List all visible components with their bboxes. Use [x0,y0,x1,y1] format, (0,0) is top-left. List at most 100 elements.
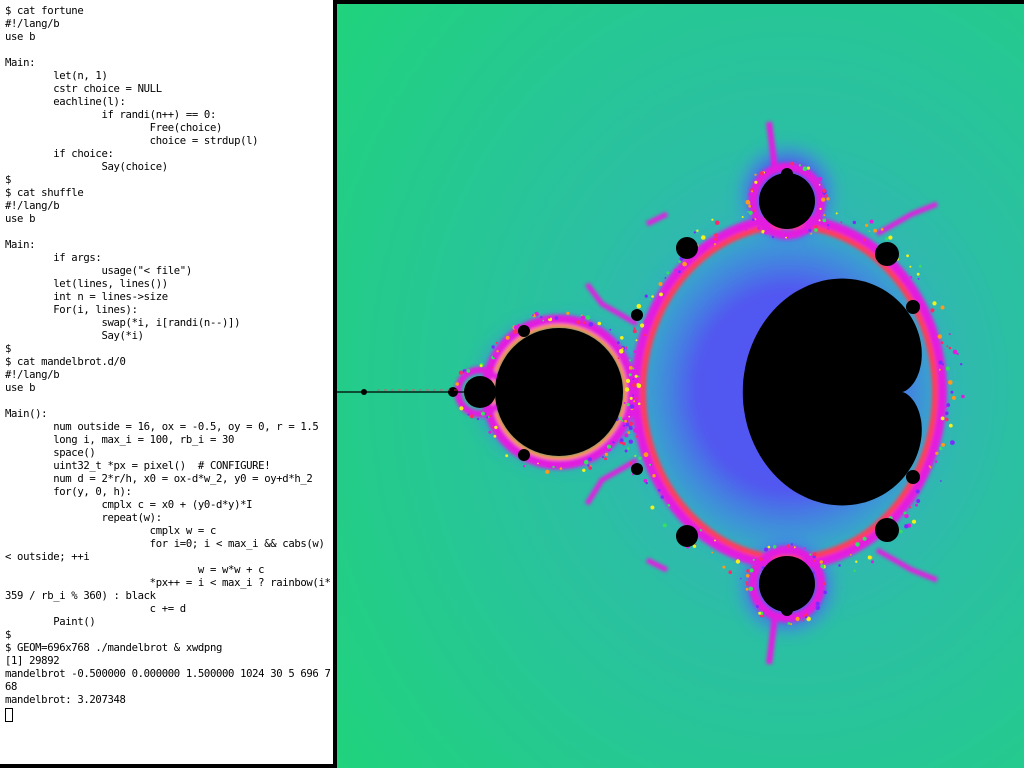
filament-sparkle [628,439,633,444]
filament-sparkle [692,544,697,548]
filament-sparkle [948,346,952,350]
filament-sparkle [911,519,917,524]
terminal-line: mandelbrot -0.500000 0.000000 1.500000 1… [5,668,331,680]
filament-sparkle [902,278,907,283]
terminal-line: 359 / rb_i % 360) : black [5,590,156,602]
filament-sparkle [823,590,827,595]
filament-sparkle [490,426,493,429]
terminal-line: swap(*i, i[randi(n--)]) [5,317,241,329]
filament-sparkle [746,583,749,586]
filament-sparkle [638,375,640,378]
filament-sparkle [583,459,589,465]
filament-sparkle [740,577,742,580]
filament-sparkle [466,369,471,373]
filament-sparkle [745,228,748,231]
terminal-line: cstr choice = NULL [5,83,162,95]
filament-sparkle [588,322,594,327]
filament-sparkle [635,435,639,438]
filament-sparkle [745,574,750,578]
terminal-line: for i=0; i < max_i && cabs(w) [5,538,325,550]
filament-sparkle [840,221,843,224]
top-bulb [759,173,815,229]
terminal-line: choice = strdup(l) [5,135,259,147]
terminal-line: $ [5,343,12,355]
filament-sparkle [512,329,518,335]
filament-sparkle [624,387,630,392]
filament-sparkle [620,336,624,340]
filament-sparkle [702,251,704,254]
filament-sparkle [587,457,592,462]
filament-sparkle [802,619,805,622]
filament-sparkle [633,350,637,353]
filament-sparkle [678,270,681,274]
terminal-line: uint32_t *px = pixel() # CONFIGURE! [5,460,271,472]
filament-sparkle [582,321,586,325]
filament-sparkle [566,311,570,315]
filament-sparkle [627,417,630,420]
filament-sparkle [940,480,942,482]
filament-sparkle [628,426,633,431]
filament-sparkle [906,254,909,258]
filament-sparkle [455,382,459,386]
terminal-cursor[interactable] [5,708,13,722]
filament-sparkle [580,315,586,320]
filament-sparkle [476,417,480,421]
filament-sparkle [960,363,963,366]
filament-sparkle [873,228,877,233]
filament-sparkle [899,529,903,534]
filament-sparkle [667,504,671,507]
filament-sparkle [629,404,635,409]
filament-sparkle [806,616,811,622]
filament-sparkle [517,323,521,328]
filament-sparkle [822,218,827,223]
filament-sparkle [644,319,649,324]
filament-sparkle [602,456,604,459]
filament-sparkle [613,440,616,443]
filament-sparkle [629,461,633,465]
filament-sparkle [787,622,791,625]
filament-sparkle [804,547,806,549]
filament-sparkle [674,268,678,272]
filament-sparkle [542,319,545,322]
filament-sparkle [632,382,637,388]
filament-sparkle [714,237,718,241]
filament-sparkle [643,478,648,483]
filament-sparkle [865,223,869,227]
terminal-window[interactable]: $ cat fortune #!/lang/b use b Main: let(… [0,0,335,766]
filament-sparkle [469,414,474,419]
filament-sparkle [751,190,754,193]
filament-sparkle [633,428,638,433]
filament-sparkle [458,370,463,375]
filament-sparkle [625,378,631,383]
terminal-line: < outside; ++i [5,551,90,563]
filament-sparkle [616,341,620,345]
filament-sparkle [604,457,607,461]
filament-sparkle [634,455,636,457]
filament-sparkle [761,566,765,569]
filament-sparkle [904,513,909,519]
terminal-line: eachline(l): [5,96,126,108]
filament-sparkle [623,361,627,365]
filament-sparkle [764,231,768,235]
terminal-line: let(lines, lines()) [5,278,168,290]
filament-sparkle [486,416,489,419]
filament-sparkle [467,413,470,416]
filament-sparkle [675,507,679,511]
filament-sparkle [650,505,655,510]
filament-sparkle [635,339,638,342]
filament-sparkle [722,565,726,569]
filament-sparkle [540,316,543,319]
filament-sparkle [625,346,627,349]
filament-sparkle [862,536,867,541]
filament-sparkle [704,535,709,539]
bulb-small-10 [518,449,530,461]
bulb-small-3 [875,242,899,266]
filament-sparkle [754,173,757,176]
filament-sparkle [751,566,753,568]
filament-sparkle [628,415,630,418]
filament-sparkle [909,506,911,509]
filament-sparkle [651,295,654,298]
filament-sparkle [714,220,720,226]
filament-sparkle [580,314,583,317]
terminal-line: repeat(w): [5,512,162,524]
